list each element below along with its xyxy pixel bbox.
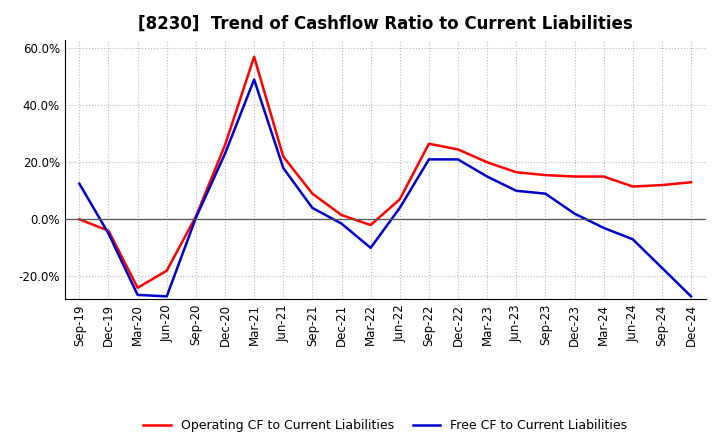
Legend: Operating CF to Current Liabilities, Free CF to Current Liabilities: Operating CF to Current Liabilities, Fre…	[138, 414, 632, 437]
Free CF to Current Liabilities	[279, 165, 287, 171]
Free CF to Current Liabilities	[104, 231, 113, 236]
Operating CF to Current Liabilities	[454, 147, 462, 152]
Operating CF to Current Liabilities	[366, 222, 375, 227]
Operating CF to Current Liabilities	[425, 141, 433, 147]
Operating CF to Current Liabilities	[687, 180, 696, 185]
Free CF to Current Liabilities	[366, 245, 375, 250]
Operating CF to Current Liabilities	[395, 197, 404, 202]
Operating CF to Current Liabilities	[570, 174, 579, 179]
Operating CF to Current Liabilities	[308, 191, 317, 196]
Operating CF to Current Liabilities	[104, 228, 113, 233]
Free CF to Current Liabilities	[657, 265, 666, 271]
Free CF to Current Liabilities	[599, 225, 608, 231]
Free CF to Current Liabilities	[75, 181, 84, 186]
Free CF to Current Liabilities	[250, 77, 258, 82]
Operating CF to Current Liabilities	[541, 172, 550, 178]
Free CF to Current Liabilities	[512, 188, 521, 194]
Free CF to Current Liabilities	[308, 205, 317, 211]
Free CF to Current Liabilities	[541, 191, 550, 196]
Free CF to Current Liabilities	[220, 151, 229, 156]
Operating CF to Current Liabilities	[599, 174, 608, 179]
Line: Free CF to Current Liabilities: Free CF to Current Liabilities	[79, 80, 691, 297]
Operating CF to Current Liabilities	[75, 216, 84, 222]
Operating CF to Current Liabilities	[657, 183, 666, 188]
Operating CF to Current Liabilities	[192, 214, 200, 219]
Operating CF to Current Liabilities	[629, 184, 637, 189]
Operating CF to Current Liabilities	[337, 213, 346, 218]
Free CF to Current Liabilities	[483, 174, 492, 179]
Line: Operating CF to Current Liabilities: Operating CF to Current Liabilities	[79, 57, 691, 288]
Free CF to Current Liabilities	[192, 215, 200, 220]
Free CF to Current Liabilities	[454, 157, 462, 162]
Free CF to Current Liabilities	[570, 211, 579, 216]
Operating CF to Current Liabilities	[133, 285, 142, 290]
Operating CF to Current Liabilities	[163, 268, 171, 273]
Free CF to Current Liabilities	[163, 294, 171, 299]
Operating CF to Current Liabilities	[483, 160, 492, 165]
Operating CF to Current Liabilities	[220, 143, 229, 148]
Operating CF to Current Liabilities	[279, 154, 287, 159]
Free CF to Current Liabilities	[425, 157, 433, 162]
Free CF to Current Liabilities	[133, 292, 142, 297]
Free CF to Current Liabilities	[629, 237, 637, 242]
Title: [8230]  Trend of Cashflow Ratio to Current Liabilities: [8230] Trend of Cashflow Ratio to Curren…	[138, 15, 633, 33]
Free CF to Current Liabilities	[395, 205, 404, 211]
Free CF to Current Liabilities	[337, 221, 346, 226]
Operating CF to Current Liabilities	[250, 54, 258, 59]
Operating CF to Current Liabilities	[512, 169, 521, 175]
Free CF to Current Liabilities	[687, 294, 696, 299]
